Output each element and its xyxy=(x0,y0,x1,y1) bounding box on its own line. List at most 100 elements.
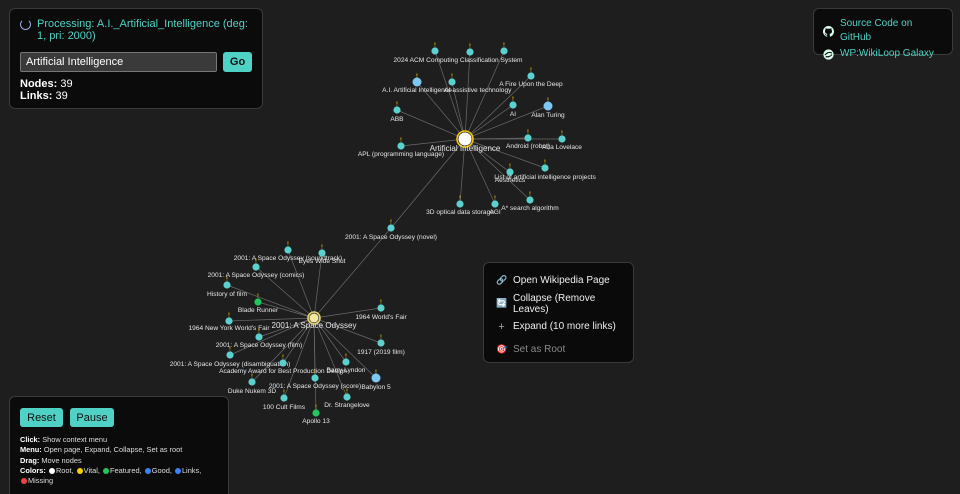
node-circle[interactable] xyxy=(318,249,326,257)
edge-ai-n16 xyxy=(390,138,466,229)
graph-node[interactable]: ǃ Dr. Strangelove xyxy=(324,389,370,410)
node-circle[interactable] xyxy=(377,304,385,312)
graph-node[interactable]: ǃ xyxy=(500,43,508,55)
node-circle[interactable] xyxy=(226,351,234,359)
node-label: 2001: A Space Odyssey xyxy=(272,321,357,330)
menu-expand[interactable]: + Expand (10 more links) xyxy=(484,315,633,338)
node-badge: ǃ xyxy=(258,329,260,335)
node-circle[interactable] xyxy=(509,101,517,109)
node-circle[interactable] xyxy=(466,48,474,56)
node-circle[interactable] xyxy=(279,359,287,367)
graph-node[interactable]: ǃ A* search algorithm xyxy=(501,192,559,213)
menu-open-page[interactable]: 🔗 Open Wikipedia Page xyxy=(484,269,633,292)
graph-node[interactable]: ǃ APL (programming language) xyxy=(358,138,444,159)
graph-node[interactable]: ǃ Barry Lyndon xyxy=(327,354,366,375)
github-link[interactable]: Source Code on GitHub xyxy=(823,17,943,45)
graph-node[interactable]: ǃ Eyes Wide Shut xyxy=(299,245,346,266)
node-circle[interactable] xyxy=(252,263,260,271)
node-circle[interactable] xyxy=(223,281,231,289)
edge-ai-extra0 xyxy=(434,50,466,140)
node-circle[interactable] xyxy=(458,132,472,146)
edge-ai-n4 xyxy=(464,75,532,140)
node-circle[interactable] xyxy=(311,374,319,382)
node-circle[interactable] xyxy=(280,394,288,402)
node-circle[interactable] xyxy=(342,358,350,366)
node-circle[interactable] xyxy=(500,47,508,55)
graph-node[interactable]: ǃ ABB xyxy=(390,102,404,124)
graph-node[interactable]: ǃ 2001: A Space Odyssey (novel) xyxy=(345,220,437,242)
graph-node[interactable]: ǃ Blade Runner xyxy=(238,294,279,315)
node-badge: ǃ xyxy=(375,370,377,376)
galaxy-link[interactable]: WP:WikiLoop Galaxy xyxy=(823,47,943,61)
graph-node[interactable]: ǃ Android (robot) xyxy=(506,130,550,151)
graph-node[interactable]: ǃ AGI xyxy=(489,196,501,217)
node-circle[interactable] xyxy=(456,200,464,208)
graph-node[interactable]: ǃ Duke Nukem 3D xyxy=(228,374,277,396)
node-circle[interactable] xyxy=(491,200,499,208)
search-input[interactable] xyxy=(20,52,218,72)
reset-button[interactable]: Reset xyxy=(20,408,63,427)
node-circle[interactable] xyxy=(541,164,549,172)
node-circle[interactable] xyxy=(377,339,385,347)
node-circle[interactable] xyxy=(543,101,553,111)
node-badge: ǃ xyxy=(251,374,253,380)
node-circle[interactable] xyxy=(506,168,514,176)
graph-nodes[interactable]: ǃ ǃ Artificial Intelligence 2001: A Space O… xyxy=(170,43,597,426)
node-circle[interactable] xyxy=(312,409,320,417)
graph-node[interactable]: ǃ Aesthetics xyxy=(495,164,526,185)
node-circle[interactable] xyxy=(248,378,256,386)
graph-node[interactable]: ǃ 2001: A Space Odyssey (score) xyxy=(269,370,361,391)
node-circle[interactable] xyxy=(387,224,395,232)
node-circle[interactable] xyxy=(371,373,381,383)
graph-node[interactable]: ǃ Apollo 13 xyxy=(302,405,330,426)
node-badge: ǃ xyxy=(257,294,259,300)
node-circle[interactable] xyxy=(431,47,439,55)
node-circle[interactable] xyxy=(343,393,351,401)
node-circle[interactable] xyxy=(526,196,534,204)
node-circle[interactable] xyxy=(225,317,233,325)
graph-node[interactable]: ǃ AI xyxy=(509,97,517,119)
graph-node[interactable]: 2001: A Space Odyssey xyxy=(272,311,357,330)
graph-node[interactable]: ǃ Babylon 5 xyxy=(361,370,391,392)
node-circle[interactable] xyxy=(284,246,292,254)
node-circle[interactable] xyxy=(558,135,566,143)
node-circle[interactable] xyxy=(524,134,532,142)
node-circle[interactable] xyxy=(255,333,263,341)
graph-node[interactable]: Artificial Intelligence xyxy=(430,130,501,153)
graph-node[interactable]: ǃ A.I. Artificial Intelligence xyxy=(382,74,452,95)
node-circle[interactable] xyxy=(393,106,401,114)
graph-node[interactable]: ǃ 1964 World's Fair xyxy=(355,300,407,322)
node-circle[interactable] xyxy=(254,298,262,306)
node-label: Duke Nukem 3D xyxy=(228,388,277,395)
graph-node[interactable]: ǃ List of artificial intelligence project… xyxy=(494,160,596,182)
node-circle[interactable] xyxy=(412,77,422,87)
menu-set-root-label: Set as Root xyxy=(513,344,566,355)
graph-node[interactable]: ǃ xyxy=(431,43,439,55)
node-circle[interactable] xyxy=(309,313,319,323)
menu-collapse[interactable]: 🔄 Collapse (Remove Leaves) xyxy=(484,292,633,315)
legend-root: Root, xyxy=(55,465,74,475)
graph-node[interactable]: ǃ AI-assistive technology xyxy=(444,74,512,95)
graph-node[interactable]: ǃ 1917 (2019 film) xyxy=(357,335,405,357)
graph-node[interactable]: ǃ 2024 ACM Computing Classification Syste… xyxy=(394,44,524,65)
node-circle[interactable] xyxy=(527,72,535,80)
graph-node[interactable]: ǃ Alan Turing xyxy=(531,98,565,120)
node-badge: ǃ xyxy=(283,390,285,396)
node-circle[interactable] xyxy=(397,142,405,150)
graph-node[interactable]: ǃ 100 Cult Films xyxy=(263,390,306,412)
graph-node[interactable]: ǃ 3D optical data storage xyxy=(426,196,494,217)
graph-node[interactable]: ǃ A Fire Upon the Deep xyxy=(499,68,563,89)
node-circle[interactable] xyxy=(448,78,456,86)
graph-node[interactable]: ǃ Ada Lovelace xyxy=(542,131,582,152)
graph-node[interactable]: ǃ History of film xyxy=(207,277,247,299)
go-button[interactable]: Go xyxy=(223,52,252,72)
edge-odyssey-m16 xyxy=(283,317,315,399)
pause-button[interactable]: Pause xyxy=(70,408,114,427)
